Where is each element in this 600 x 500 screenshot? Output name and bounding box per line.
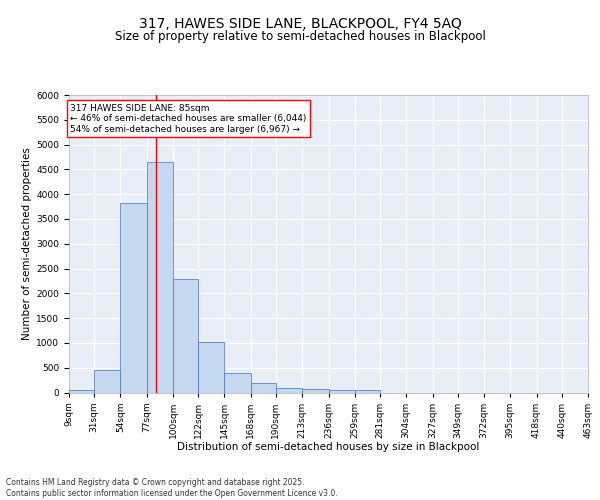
Text: 317 HAWES SIDE LANE: 85sqm
← 46% of semi-detached houses are smaller (6,044)
54%: 317 HAWES SIDE LANE: 85sqm ← 46% of semi… (70, 104, 307, 134)
Bar (147, 162, 173, 392)
Text: Size of property relative to semi-detached houses in Blackpool: Size of property relative to semi-detach… (115, 30, 485, 43)
Bar (251, 382, 276, 392)
Bar (198, 342, 224, 392)
Bar (121, 203, 147, 392)
Bar (355, 390, 380, 392)
X-axis label: Distribution of semi-detached houses by size in Blackpool: Distribution of semi-detached houses by … (178, 442, 479, 452)
Text: Contains HM Land Registry data © Crown copyright and database right 2025.
Contai: Contains HM Land Registry data © Crown c… (6, 478, 338, 498)
Bar (69, 390, 94, 392)
Y-axis label: Number of semi-detached properties: Number of semi-detached properties (22, 148, 32, 340)
Bar (329, 390, 355, 392)
Bar (173, 280, 198, 392)
Bar (276, 388, 302, 392)
Bar (302, 389, 329, 392)
Bar (94, 370, 121, 392)
Text: 317, HAWES SIDE LANE, BLACKPOOL, FY4 5AQ: 317, HAWES SIDE LANE, BLACKPOOL, FY4 5AQ (139, 18, 461, 32)
Bar (224, 372, 251, 392)
